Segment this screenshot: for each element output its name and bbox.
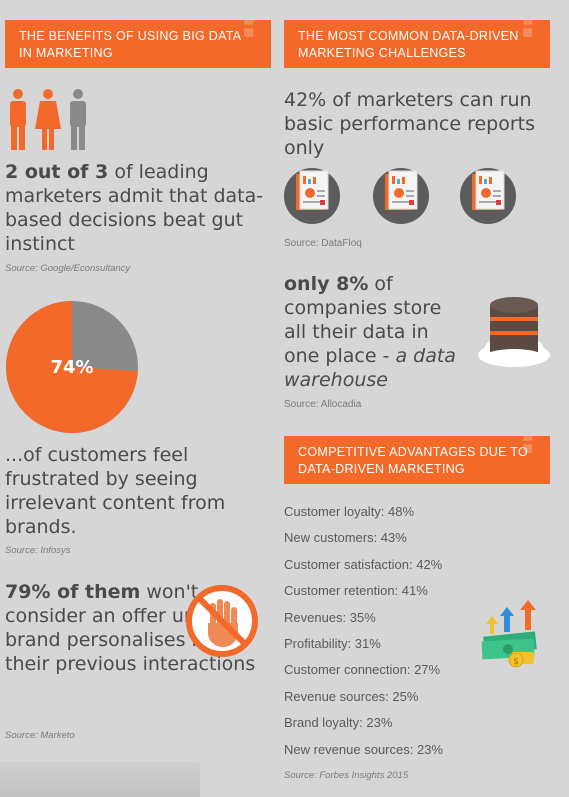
challenges-banner-text: THE MOST COMMON DATA-DRIVEN MARKETING CH… xyxy=(298,29,519,60)
database-cloud-icon xyxy=(478,297,550,367)
advantages-banner-text: COMPETITIVE ADVANTAGES DUE TO DATA-DRIVE… xyxy=(298,445,529,476)
report-icon xyxy=(460,168,516,224)
advantage-item: Revenue sources: 25% xyxy=(284,689,419,704)
source-marketo: Source: Marketo xyxy=(5,730,75,741)
advantage-item: Revenues: 35% xyxy=(284,610,376,625)
advantage-item: New customers: 43% xyxy=(284,530,407,545)
advantage-item: Customer satisfaction: 42% xyxy=(284,557,443,572)
stat-data-warehouse: only 8% of companies store all their dat… xyxy=(284,272,464,392)
report-icon xyxy=(373,168,429,224)
advantage-item: Customer connection: 27% xyxy=(284,662,441,677)
stat-reports: 42% of marketers can run basic performan… xyxy=(284,89,536,159)
challenges-banner: THE MOST COMMON DATA-DRIVEN MARKETING CH… xyxy=(284,20,550,68)
pie-slice-main xyxy=(6,301,138,433)
source-forbes: Source: Forbes Insights 2015 xyxy=(284,770,409,781)
stat-personalise-bold: 79% of them xyxy=(5,581,141,603)
benefits-banner-text: THE BENEFITS OF USING BIG DATA IN MARKET… xyxy=(19,29,241,60)
advantage-item: Brand loyalty: 23% xyxy=(284,715,393,730)
question-mark-icon: ? xyxy=(514,20,544,49)
advantage-item: Profitability: 31% xyxy=(284,636,381,651)
stat-data-warehouse-bold: only 8% xyxy=(284,273,369,295)
stat-two-of-three: 2 out of 3 of leading marketers admit th… xyxy=(5,160,265,256)
advantage-item: New revenue sources: 23% xyxy=(284,742,443,757)
bottom-shadow xyxy=(0,762,200,797)
advantage-item: Customer retention: 41% xyxy=(284,583,428,598)
svg-text:$: $ xyxy=(513,657,519,667)
no-hand-icon xyxy=(186,585,258,657)
pie-label: 74% xyxy=(50,357,93,378)
advantage-item: Customer loyalty: 48% xyxy=(284,504,415,519)
source-datafloq: Source: DataFloq xyxy=(284,238,362,249)
question-mark-icon: ? xyxy=(235,20,265,49)
report-icon xyxy=(284,168,340,224)
question-mark-icon: ? xyxy=(514,436,544,465)
stat-two-of-three-bold: 2 out of 3 xyxy=(5,161,109,183)
benefits-banner: THE BENEFITS OF USING BIG DATA IN MARKET… xyxy=(5,20,271,68)
stat-frustrated: ...of customers feel frustrated by seein… xyxy=(5,444,226,538)
source-allocadia: Source: Allocadia xyxy=(284,399,362,410)
advantages-banner: COMPETITIVE ADVANTAGES DUE TO DATA-DRIVE… xyxy=(284,436,550,484)
stat-data-warehouse-rest: of companies store all their data in one… xyxy=(284,273,442,367)
money-growth-icon: $ xyxy=(481,600,537,668)
people-icon xyxy=(10,89,86,150)
stat-data-warehouse-italic: a data warehouse xyxy=(284,345,456,391)
stat-two-of-three-rest: of leading marketers admit that data-bas… xyxy=(5,161,264,255)
source-google: Source: Google/Econsultancy xyxy=(5,263,131,274)
source-infosys: Source: Infosys xyxy=(5,545,71,556)
pie-chart: 74% xyxy=(6,301,138,433)
